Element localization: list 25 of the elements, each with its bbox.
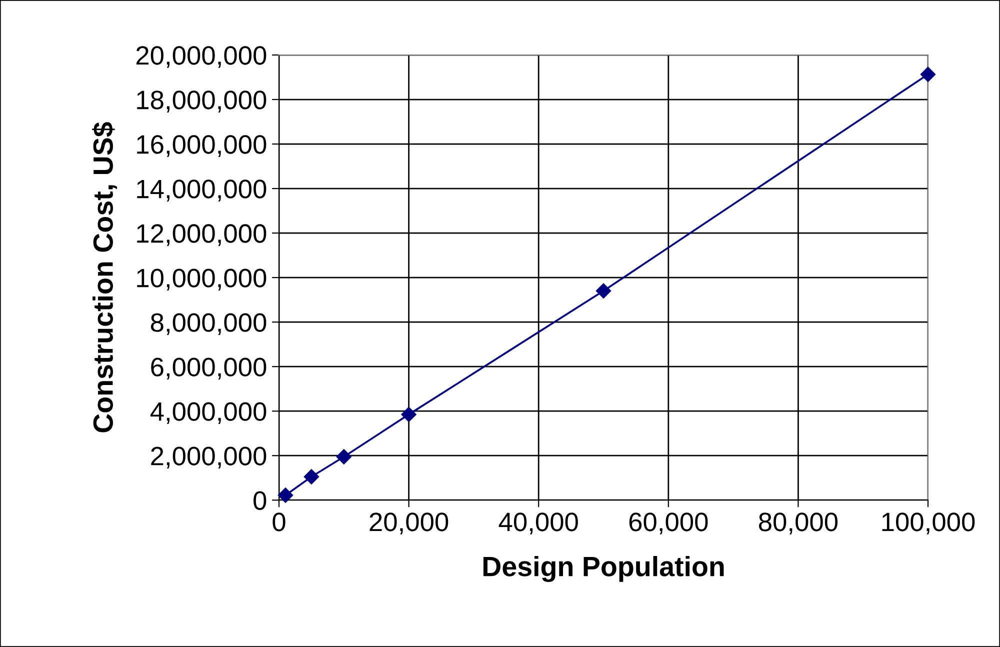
point (596, 283, 612, 298)
x-tick-label: 80,000 (758, 512, 838, 534)
x-tick-label: 20,000 (370, 512, 448, 534)
point (336, 449, 352, 464)
y-tick-label: 2,000,000 (151, 446, 266, 469)
y-tick-label: 12,000,000 (137, 224, 266, 246)
y-tick-label: 4,000,000 (150, 402, 266, 424)
x-tick-label: 60,000 (629, 512, 708, 534)
point (401, 406, 416, 422)
point (304, 469, 320, 484)
y-tick-label: 0 (254, 491, 266, 510)
y-tick-label: 16,000,000 (137, 135, 266, 157)
y-tick-label: 10,000,000 (137, 268, 266, 290)
point (278, 488, 294, 503)
point (920, 66, 936, 82)
x-tick-label: 0 (272, 512, 286, 532)
x-tick-label: 40,000 (498, 512, 578, 534)
y-axis-title: Construction Cost, US$ (92, 122, 118, 432)
y-tick-label: 18,000,000 (137, 90, 266, 112)
y-tick-label: 6,000,000 (151, 358, 266, 380)
x-axis-title: Design Population (483, 556, 724, 582)
y-tick-label: 14,000,000 (137, 180, 266, 202)
x-tick-label: 100,000 (882, 512, 975, 534)
y-tick-label: 20,000,000 (136, 46, 266, 68)
y-tick-label: 8,000,000 (150, 313, 266, 336)
